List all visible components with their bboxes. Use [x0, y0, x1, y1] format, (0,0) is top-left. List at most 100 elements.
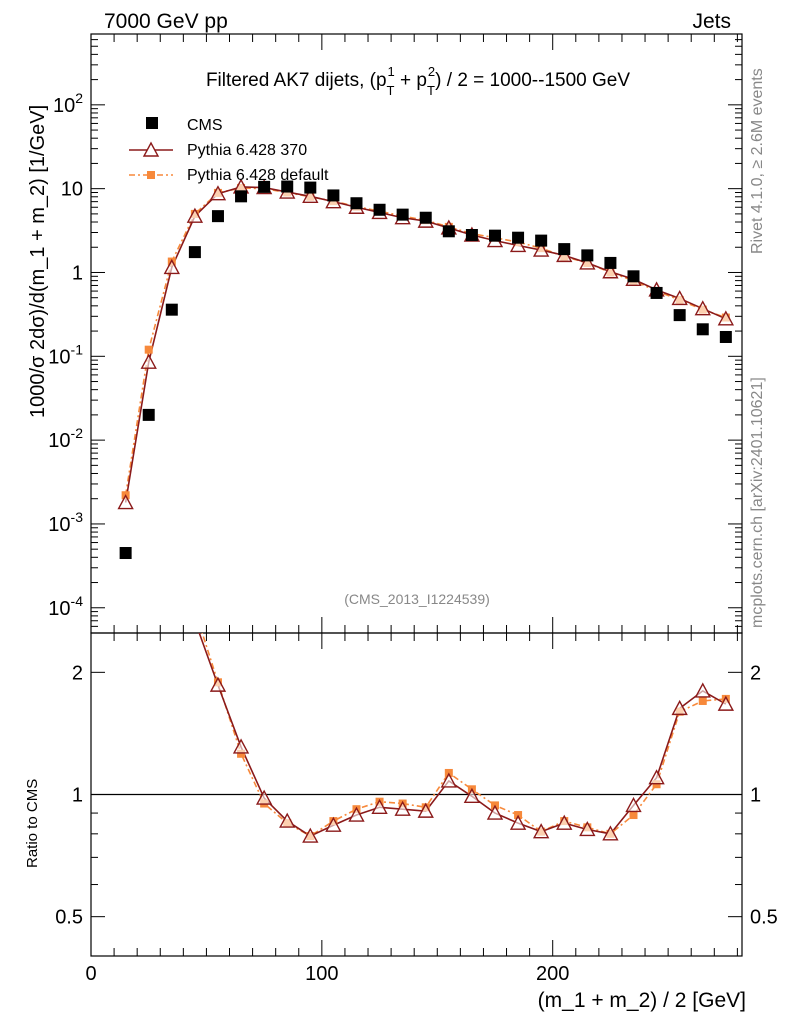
cms-data-point [373, 203, 386, 216]
pythia-370-point [671, 289, 688, 306]
ratio-y-tick-label-left: 0.5 [55, 907, 83, 929]
cms-data-point [165, 303, 178, 316]
header-process-label: Jets [692, 10, 731, 33]
cms-data-point [119, 547, 132, 560]
main-y-axis-label: 1000/σ 2dσ)/d(m_1 + m_2) [1/GeV] [27, 105, 49, 418]
cms-data-point [304, 181, 317, 194]
cms-data-point [327, 189, 340, 202]
cms-data-point [719, 330, 732, 343]
cms-data-point [673, 309, 686, 322]
x-tick-label: 0 [85, 963, 96, 985]
cms-data-point [650, 286, 663, 299]
pythia-370-point [140, 353, 157, 369]
ratio-pythia-370-point [602, 825, 619, 841]
pythia-370-point [579, 254, 596, 270]
legend: CMS Pythia 6.428 370 Pythia 6.428 defaul… [129, 117, 329, 184]
pythia-370-point [117, 494, 134, 510]
ratio-pythia-370-point [302, 827, 319, 843]
ratio-pythia-default-line [201, 633, 726, 837]
cms-data-point [604, 256, 617, 269]
ratio-pythia-370-point [325, 816, 342, 832]
cms-data-point [558, 243, 571, 256]
ratio-pythia-370-point [232, 738, 250, 754]
cms-data-point [627, 270, 640, 283]
x-tick-label: 200 [536, 963, 569, 985]
pythia-370-point [602, 263, 619, 279]
analysis-watermark: (CMS_2013_I1224539) [344, 591, 490, 607]
cms-data-point [465, 228, 478, 241]
ratio-pythia-370-point [165, 582, 179, 595]
ratio-pythia-370-point [579, 821, 596, 837]
x-axis-label: (m_1 + m_2) / 2 [GeV] [538, 989, 746, 1012]
ratio-pythia-370-point [209, 676, 227, 692]
main-y-tick-label: 10-2 [48, 425, 83, 452]
ratio-pythia-default-point [629, 811, 638, 820]
ratio-pythia-370-point [694, 682, 711, 698]
ratio-pythia-default-point [145, 475, 153, 483]
ratio-pythia-370-point [279, 812, 296, 828]
pythia-370-point [163, 258, 180, 275]
cms-data-point [350, 197, 363, 210]
x-tick-label: 100 [305, 963, 338, 985]
ratio-pythia-370-point [417, 802, 434, 818]
ratio-pythia-370-point [188, 614, 202, 627]
ratio-pythia-370-point [625, 796, 642, 813]
cms-data-point [696, 323, 709, 336]
pythia-370-point [717, 310, 735, 326]
ratio-pythia-370-point [142, 532, 156, 545]
legend-marker-cms [146, 117, 158, 129]
main-series-group [117, 178, 735, 560]
ratio-pythia-default-point [191, 606, 199, 614]
cms-data-point [419, 211, 432, 224]
ratio-pythia-370-point [486, 804, 504, 820]
cms-data-point [211, 210, 224, 223]
main-y-tick-label: 10-4 [48, 593, 83, 620]
legend-label-pythia-370: Pythia 6.428 370 [187, 142, 307, 159]
main-y-tick-label: 10-3 [48, 509, 83, 536]
ratio-pythia-370-point [371, 798, 388, 814]
ratio-pythia-default-point [237, 749, 246, 758]
cms-data-point [142, 408, 155, 421]
cms-data-point [581, 249, 594, 262]
cms-data-point [396, 208, 409, 221]
legend-marker-pythia-default [147, 171, 155, 179]
ratio-pythia-default-point [168, 558, 176, 566]
axis-ticks [90, 33, 742, 957]
main-y-tick-label: 10 [61, 179, 83, 201]
ratio-pythia-370-point [532, 823, 550, 839]
ratio-y-axis-label: Ratio to CMS [24, 779, 41, 868]
cms-data-point [235, 190, 248, 203]
ratio-pythia-370-point [648, 769, 665, 785]
ratio-y-tick-label-right: 1 [750, 785, 761, 807]
pythia-370-point [509, 236, 527, 253]
ratio-pythia-370-point [440, 772, 457, 788]
cms-data-point [281, 180, 294, 193]
main-title: Filtered AK7 dijets, (pT1 + pT2) / 2 = 1… [206, 64, 630, 98]
main-y-tick-label: 1 [72, 262, 83, 284]
ratio-pythia-default-point [698, 696, 707, 705]
ratio-pythia-370-point [348, 806, 365, 822]
ratio-pythia-370-point [509, 814, 527, 830]
pythia-370-point [532, 241, 550, 257]
ratio-y-tick-label-left: 2 [72, 662, 83, 684]
cms-data-point [512, 231, 525, 244]
legend-label-cms: CMS [187, 117, 223, 134]
ratio-pythia-370-point [463, 787, 481, 803]
ratio-pythia-370-point [556, 814, 573, 830]
ratio-y-tick-label-right: 0.5 [750, 907, 778, 929]
pythia-370-line [124, 186, 727, 503]
ratio-pythia-370-point [394, 800, 411, 816]
header-beam-label: 7000 GeV pp [104, 10, 228, 33]
main-y-tick-label: 102 [53, 90, 83, 117]
ratio-series-group [142, 475, 735, 843]
pythia-default-point [144, 345, 153, 354]
main-y-tick-label: 10-1 [48, 341, 83, 368]
pythia-370-point [209, 185, 227, 201]
cms-data-point [442, 225, 455, 238]
pythia-370-point [302, 187, 319, 204]
ratio-pythia-370-point [255, 789, 273, 805]
ratio-y-tick-label-left: 1 [72, 785, 83, 807]
axis-tick-labels: 10-4 10-3 10-2 10-1 1 10 102 0 100 200 0.5 0.5 1 1 2 2 [48, 90, 778, 985]
rivet-label: Rivet 4.1.0, ≥ 2.6M events [749, 68, 766, 254]
